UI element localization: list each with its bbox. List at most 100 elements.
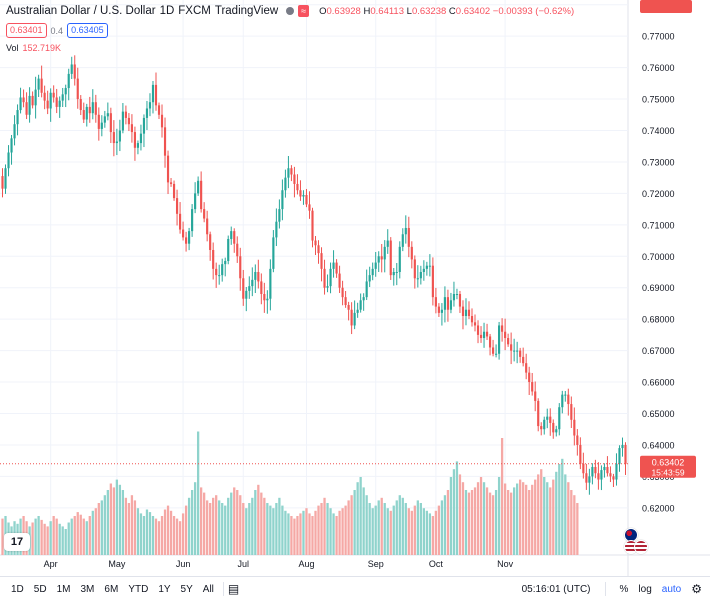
candle-body — [476, 325, 480, 335]
auto-scale-toggle[interactable]: auto — [661, 583, 682, 595]
market-status-icon[interactable] — [286, 7, 295, 15]
settings-gear-icon[interactable]: ⚙ — [691, 582, 702, 596]
time-tick-label: Jun — [176, 559, 191, 569]
volume-legend[interactable]: Vol 152.719K — [6, 43, 61, 53]
volume-bar — [368, 503, 371, 555]
candle-body — [221, 264, 224, 276]
candle-body — [431, 265, 434, 298]
timeframe-3m[interactable]: 3M — [80, 583, 95, 595]
candle-body — [401, 234, 404, 247]
volume-bar — [148, 512, 152, 555]
candle-body — [197, 180, 200, 194]
candle-body — [85, 106, 88, 120]
candle-body — [34, 89, 37, 106]
candle-body — [561, 394, 564, 408]
volume-bar — [537, 474, 540, 555]
realtime-badge[interactable]: ≈ — [298, 5, 310, 17]
volume-bar — [488, 492, 492, 555]
volume-bar — [329, 508, 332, 555]
symbol-title[interactable]: Australian Dollar / U.S. Dollar — [6, 5, 156, 17]
candle-body — [118, 130, 121, 142]
candle-body — [416, 278, 419, 280]
timeframe-ytd[interactable]: YTD — [128, 583, 149, 595]
candle-body — [40, 78, 43, 93]
volume-bar — [172, 516, 176, 555]
volume-bar — [121, 490, 125, 555]
volume-bar — [552, 479, 555, 555]
volume-bar — [52, 516, 55, 555]
candle-body — [94, 102, 97, 115]
timeframe-all[interactable]: All — [202, 583, 214, 595]
candle-body — [534, 391, 537, 401]
candle-body — [299, 190, 302, 197]
sell-button[interactable]: 0.63401 — [6, 23, 47, 38]
volume-bar — [154, 518, 158, 555]
bottom-toolbar: 1D 5D 1M 3M 6M YTD 1Y 5Y All ▤ 05:16:01 … — [0, 576, 710, 601]
candle-body — [148, 102, 152, 109]
candle-body — [344, 297, 347, 306]
volume-bar — [573, 495, 576, 555]
candle-body — [525, 363, 528, 373]
candle-body — [392, 271, 395, 276]
volume-bar — [58, 523, 61, 555]
log-scale-toggle[interactable]: log — [638, 583, 652, 595]
timeframe-5y[interactable]: 5Y — [180, 583, 193, 595]
timeframe-6m[interactable]: 6M — [104, 583, 119, 595]
volume-bar — [374, 505, 377, 555]
candle-body — [335, 262, 338, 274]
volume-bar — [118, 484, 122, 555]
date-range-icon[interactable]: ▤ — [227, 582, 240, 596]
candle-body — [58, 100, 61, 107]
candle-body — [242, 278, 245, 299]
price-tick-label: 0.72000 — [642, 189, 675, 199]
candle-body — [600, 470, 603, 480]
volume-bar — [467, 492, 471, 555]
volume-bar — [323, 497, 326, 555]
candle-body — [473, 322, 477, 326]
chart-canvas[interactable]: 0.780000.770000.760000.750000.740000.730… — [0, 0, 710, 576]
volume-bar — [332, 513, 335, 555]
tradingview-logo-icon[interactable]: 17 — [4, 533, 30, 551]
percent-scale-toggle[interactable]: % — [619, 583, 629, 595]
volume-bar — [512, 487, 516, 555]
candle-body — [254, 271, 257, 280]
volume-bar — [136, 508, 140, 555]
scale-options: 05:16:01 (UTC) % log auto ⚙ — [522, 582, 702, 596]
volume-bar — [142, 516, 146, 555]
candle-body — [362, 297, 365, 301]
volume-bar — [94, 508, 97, 555]
volume-bar — [350, 495, 353, 555]
time-tick-label: Oct — [429, 559, 444, 569]
volume-bar — [386, 508, 389, 555]
volume-bar — [377, 500, 380, 555]
timeframe-5d[interactable]: 5D — [33, 583, 47, 595]
buy-button[interactable]: 0.63405 — [67, 23, 108, 38]
candle-body — [624, 444, 627, 464]
candle-body — [579, 444, 582, 464]
spread-value: 0.4 — [50, 25, 64, 36]
timeframe-1y[interactable]: 1Y — [158, 583, 171, 595]
timeframe-1d[interactable]: 1D — [11, 583, 24, 595]
volume-bar — [145, 509, 149, 555]
candle-body — [133, 132, 137, 148]
volume-bar — [269, 505, 272, 555]
volume-bar — [266, 503, 269, 555]
timeframe-1m[interactable]: 1M — [56, 583, 71, 595]
candle-body — [464, 309, 468, 317]
volume-bar — [503, 483, 507, 555]
price-tick-label: 0.69000 — [642, 283, 675, 293]
volume-bar — [398, 495, 401, 555]
volume-bar — [190, 490, 194, 555]
volume-bar — [558, 464, 561, 555]
utc-clock[interactable]: 05:16:01 (UTC) — [521, 583, 591, 595]
volume-bar — [181, 513, 185, 555]
volume-tag-label: 152.719K — [647, 0, 686, 2]
candle-body — [22, 97, 25, 103]
volume-bar — [326, 503, 329, 555]
candle-body — [206, 218, 209, 235]
candle-body — [169, 182, 173, 184]
interval-label[interactable]: 1D — [159, 5, 175, 17]
event-us-flag-icon-2[interactable] — [634, 540, 648, 554]
volume-bar — [534, 479, 537, 555]
